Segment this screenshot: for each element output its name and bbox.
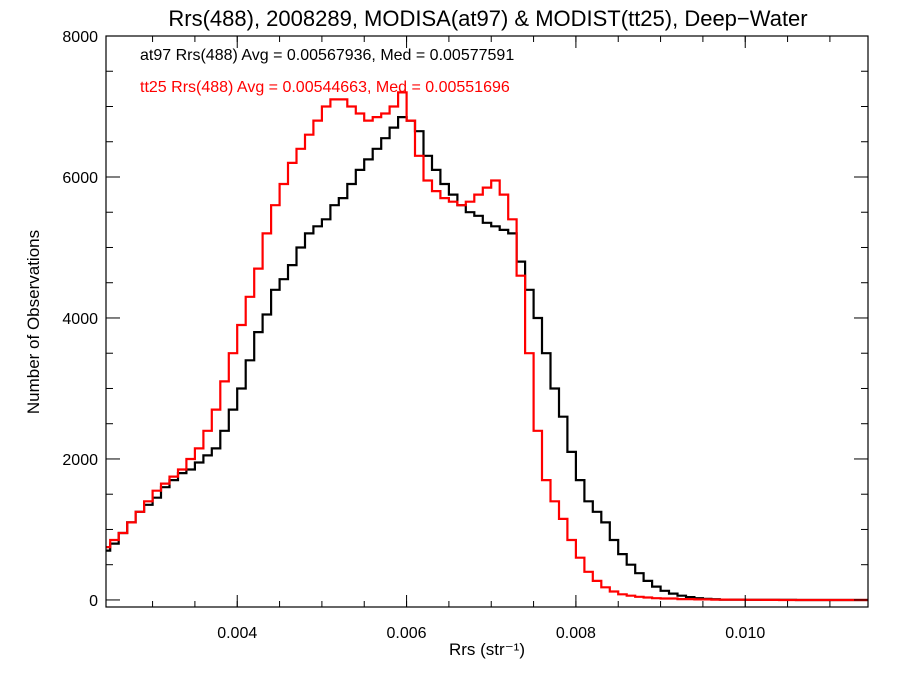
y-tick-label: 8000 [62,29,98,46]
legend-entry-at97: at97 Rrs(488) Avg = 0.00567936, Med = 0.… [140,47,514,64]
legend-entry-tt25: tt25 Rrs(488) Avg = 0.00544663, Med = 0.… [140,79,510,96]
y-tick-label: 2000 [62,452,98,469]
chart-title: Rrs(488), 2008289, MODISA(at97) & MODIST… [168,6,807,31]
x-tick-label: 0.004 [217,625,257,642]
x-tick-label: 0.006 [387,625,427,642]
x-tick-label: 0.010 [725,625,765,642]
series-line-tt25 [106,91,868,602]
x-axis-label: Rrs (str⁻¹) [449,640,525,659]
y-tick-label: 6000 [62,170,98,187]
series-line-at97 [106,116,868,602]
y-tick-label: 4000 [62,311,98,328]
y-axis-label: Number of Observations [24,230,43,414]
x-tick-label: 0.008 [556,625,596,642]
y-tick-label: 0 [89,593,98,610]
plot-frame [105,35,869,608]
